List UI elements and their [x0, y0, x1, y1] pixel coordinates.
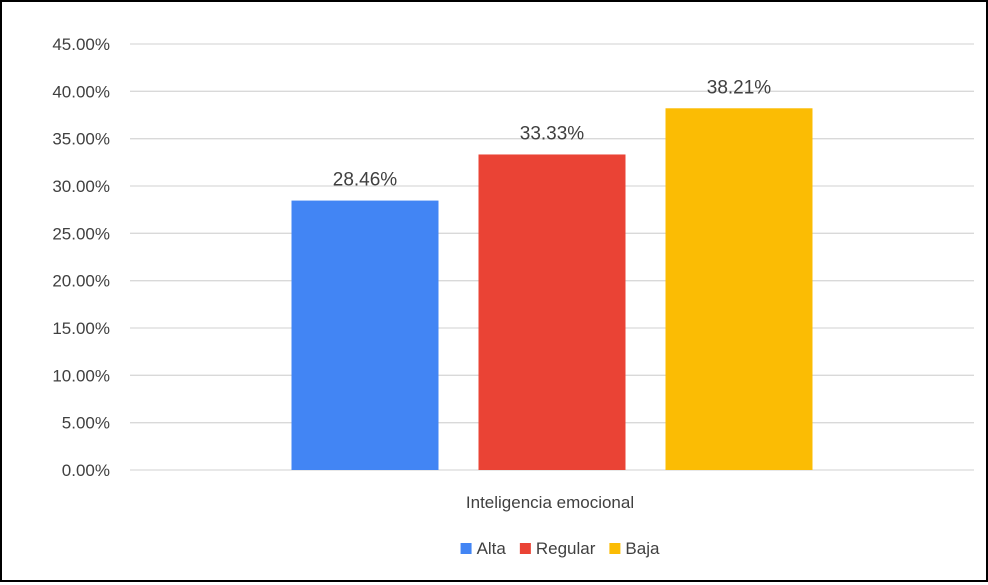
legend-swatch — [609, 543, 621, 554]
y-tick-label: 10.00% — [52, 366, 110, 385]
y-tick-label: 5.00% — [62, 414, 110, 433]
legend-label: Regular — [536, 539, 596, 558]
legend-swatch — [460, 543, 472, 554]
y-tick-label: 45.00% — [52, 35, 110, 54]
bar-alta — [291, 200, 439, 470]
data-labels: 28.46% 33.33% 38.21% — [333, 77, 772, 190]
y-tick-label: 35.00% — [52, 130, 110, 149]
bar-regular — [478, 154, 626, 470]
data-label-baja: 38.21% — [707, 77, 772, 98]
data-label-alta: 28.46% — [333, 170, 398, 191]
legend-item-alta: Alta — [460, 539, 507, 558]
y-tick-label: 20.00% — [52, 272, 110, 291]
category-labels: Inteligencia emocional — [466, 493, 634, 512]
y-tick-label: 25.00% — [52, 224, 110, 243]
y-tick-label: 40.00% — [52, 82, 110, 101]
bar-baja — [665, 108, 813, 471]
y-tick-label: 30.00% — [52, 177, 110, 196]
legend-label: Alta — [477, 539, 507, 558]
legend-item-regular: Regular — [519, 539, 596, 558]
legend-swatch — [519, 543, 531, 554]
bars — [291, 108, 813, 471]
category-label: Inteligencia emocional — [466, 493, 634, 512]
legend-item-baja: Baja — [609, 539, 660, 558]
y-tick-label: 15.00% — [52, 319, 110, 338]
legend: Alta Regular Baja — [460, 539, 660, 558]
data-label-regular: 33.33% — [520, 123, 585, 144]
legend-label: Baja — [625, 539, 660, 558]
y-axis-tick-labels: 0.00% 5.00% 10.00% 15.00% 20.00% 25.00% 30.00%… — [52, 35, 110, 480]
y-tick-label: 0.00% — [62, 461, 110, 480]
